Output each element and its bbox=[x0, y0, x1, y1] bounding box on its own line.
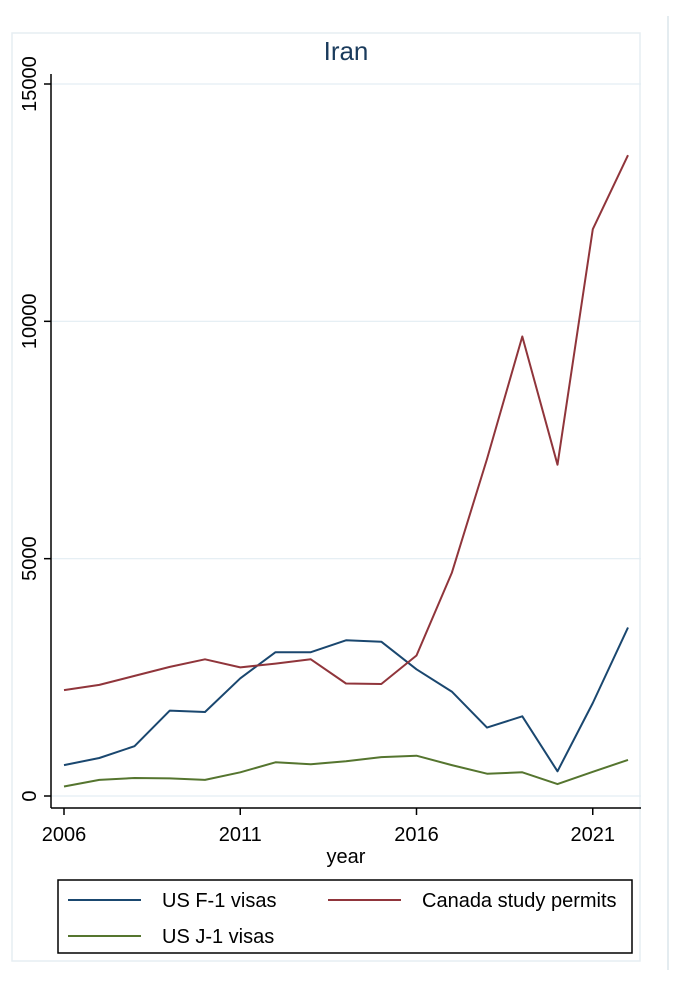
graph-region bbox=[11, 32, 641, 962]
legend-label-canada-study-permits: Canada study permits bbox=[422, 890, 617, 912]
x-tick-label: 2006 bbox=[42, 824, 87, 846]
y-tick-label: 5000 bbox=[19, 536, 41, 581]
y-tick-label: 10000 bbox=[19, 294, 41, 350]
x-tick-label: 2021 bbox=[571, 824, 616, 846]
y-tick-label: 0 bbox=[19, 790, 41, 801]
series-line-canada-study-permits bbox=[63, 154, 629, 692]
axes: 0 5000 10000 15000 2006 2011 2016 2021 bbox=[19, 56, 641, 846]
y-tick-label: 15000 bbox=[19, 56, 41, 112]
series-lines bbox=[63, 154, 629, 788]
series-line-us-f-1-visas bbox=[63, 627, 629, 773]
x-tick-label: 2011 bbox=[219, 824, 262, 846]
legend-box bbox=[57, 879, 633, 954]
grid-lines bbox=[51, 83, 641, 797]
chart-title: Iran bbox=[324, 36, 369, 66]
x-axis-label: year bbox=[327, 846, 366, 868]
legend: US F-1 visas Canada study permits US J-1 v… bbox=[57, 879, 633, 954]
legend-label-us-j-1-visas: US J-1 visas bbox=[162, 926, 274, 948]
legend-label-us-f-1-visas: US F-1 visas bbox=[162, 890, 276, 912]
x-tick-label: 2016 bbox=[394, 824, 439, 846]
series-line-us-j-1-visas bbox=[63, 754, 629, 788]
